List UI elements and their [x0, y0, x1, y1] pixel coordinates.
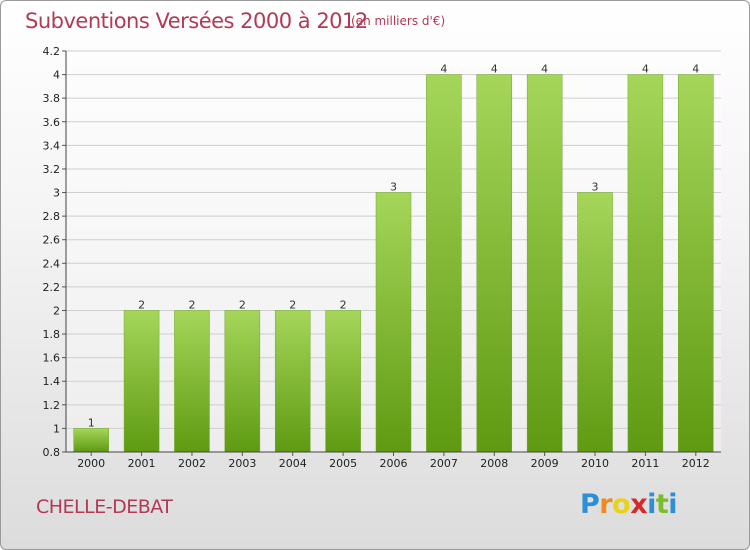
- bar-value-label: 4: [541, 63, 548, 76]
- y-tick-label: 2.4: [43, 257, 61, 270]
- logo-letter: x: [630, 489, 648, 520]
- y-tick-label: 1.6: [43, 352, 61, 365]
- x-tick-label: 2006: [380, 457, 408, 470]
- logo-letter: i: [647, 489, 656, 520]
- y-tick-label: 3.8: [43, 92, 61, 105]
- y-tick-label: 3: [53, 187, 60, 200]
- bar-value-label: 2: [239, 298, 246, 311]
- y-tick-label: 0.8: [43, 446, 61, 459]
- bar-2003: [224, 310, 261, 453]
- x-tick-label: 2012: [682, 457, 710, 470]
- bar-2005: [325, 310, 361, 453]
- y-tick-label: 3.6: [43, 116, 61, 129]
- bar-2006: [375, 192, 412, 453]
- y-tick-label: 2.6: [43, 234, 61, 247]
- axis-layer: 0.8 1 1.2 1.4 1.6 1.8 2 2.2 2.4 2.6 2.8 3 3.2 3.4 3.6 3…: [43, 45, 721, 470]
- y-tick-label: 2.2: [43, 281, 61, 294]
- bar-value-label: 4: [692, 63, 699, 76]
- bar-2000: [73, 428, 109, 453]
- bar-2011: [627, 74, 664, 453]
- bar-value-label: 4: [440, 63, 447, 76]
- bar-value-label: 2: [289, 298, 296, 311]
- logo-letter: t: [655, 489, 669, 520]
- logo-letter: r: [599, 489, 613, 520]
- x-tick-label: 2000: [77, 457, 105, 470]
- x-tick-label: 2009: [531, 457, 559, 470]
- bar-value-label: 2: [340, 298, 347, 311]
- bar-2010: [577, 192, 613, 453]
- bar-value-label: 3: [592, 181, 599, 194]
- unit-note: (en milliers d'€): [351, 14, 446, 28]
- x-tick-label: 2011: [631, 457, 659, 470]
- x-tick-label: 2007: [430, 457, 458, 470]
- y-tick-label: 4.2: [43, 45, 61, 58]
- proxiti-logo[interactable]: Proxiti: [580, 489, 678, 520]
- bar-layer: 1 2 2 2 2 2 3 4 4 4 3 4 4: [73, 63, 714, 453]
- x-tick-label: 2001: [128, 457, 156, 470]
- bar-2004: [274, 310, 311, 453]
- y-tick-label: 3.4: [43, 139, 61, 152]
- logo-letter: P: [580, 489, 600, 520]
- y-tick-label: 1.8: [43, 328, 61, 341]
- bar-value-label: 2: [138, 298, 145, 311]
- y-tick-label: 2.8: [43, 210, 61, 223]
- x-tick-label: 2002: [178, 457, 206, 470]
- bar-value-label: 4: [642, 63, 649, 76]
- x-tick-label: 2008: [480, 457, 508, 470]
- bar-2008: [476, 74, 513, 453]
- y-tick-label: 3.2: [43, 163, 61, 176]
- x-tick-label: 2010: [581, 457, 609, 470]
- bar-2007: [426, 74, 462, 453]
- x-tick-label: 2005: [329, 457, 357, 470]
- bar-value-label: 2: [188, 298, 195, 311]
- y-tick-label: 2: [53, 304, 60, 317]
- place-name: CHELLE-DEBAT: [36, 496, 173, 518]
- y-tick-label: 1.2: [43, 399, 61, 412]
- bar-2012: [678, 74, 714, 453]
- bar-value-label: 1: [88, 416, 95, 429]
- logo-letter: o: [612, 489, 631, 520]
- x-tick-label: 2003: [228, 457, 256, 470]
- bar-2002: [174, 310, 210, 453]
- bar-value-label: 3: [390, 181, 397, 194]
- logo-letter: i: [668, 489, 678, 520]
- bar-2009: [526, 74, 563, 453]
- y-tick-label: 1.4: [43, 375, 61, 388]
- y-tick-label: 1: [53, 422, 60, 435]
- chart-title: Subventions Versées 2000 à 2012: [25, 9, 368, 33]
- bar-value-label: 4: [491, 63, 498, 76]
- x-tick-label: 2004: [279, 457, 307, 470]
- y-tick-label: 4: [53, 69, 60, 82]
- bar-2001: [123, 310, 160, 453]
